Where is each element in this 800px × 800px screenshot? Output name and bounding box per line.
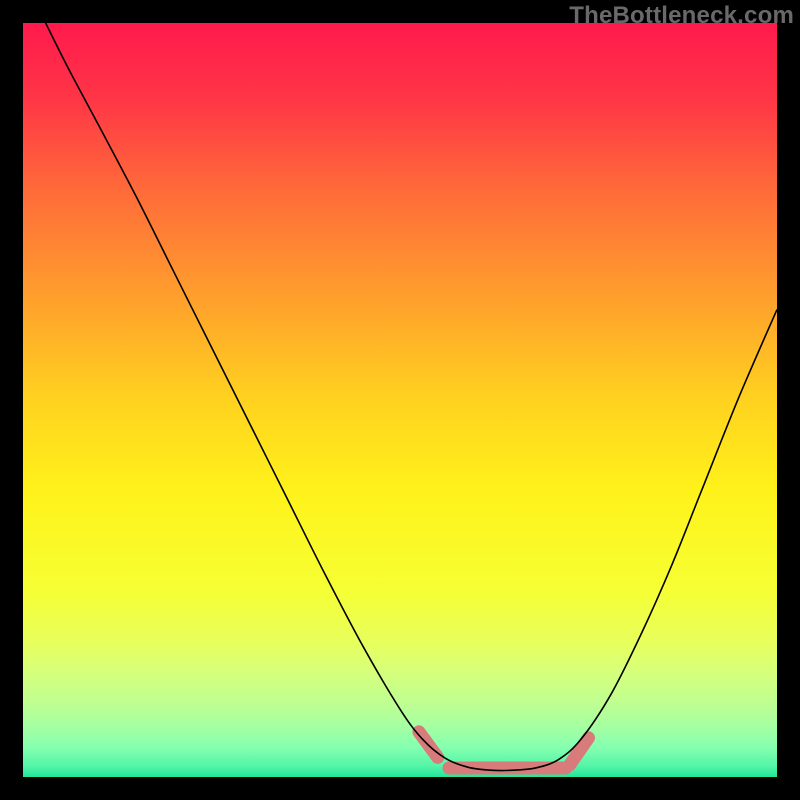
gradient-background: [23, 23, 777, 777]
chart-frame: TheBottleneck.com: [0, 0, 800, 800]
bottleneck-curve-chart: [23, 23, 777, 777]
plot-area: [23, 23, 777, 777]
watermark-text: TheBottleneck.com: [569, 2, 794, 30]
